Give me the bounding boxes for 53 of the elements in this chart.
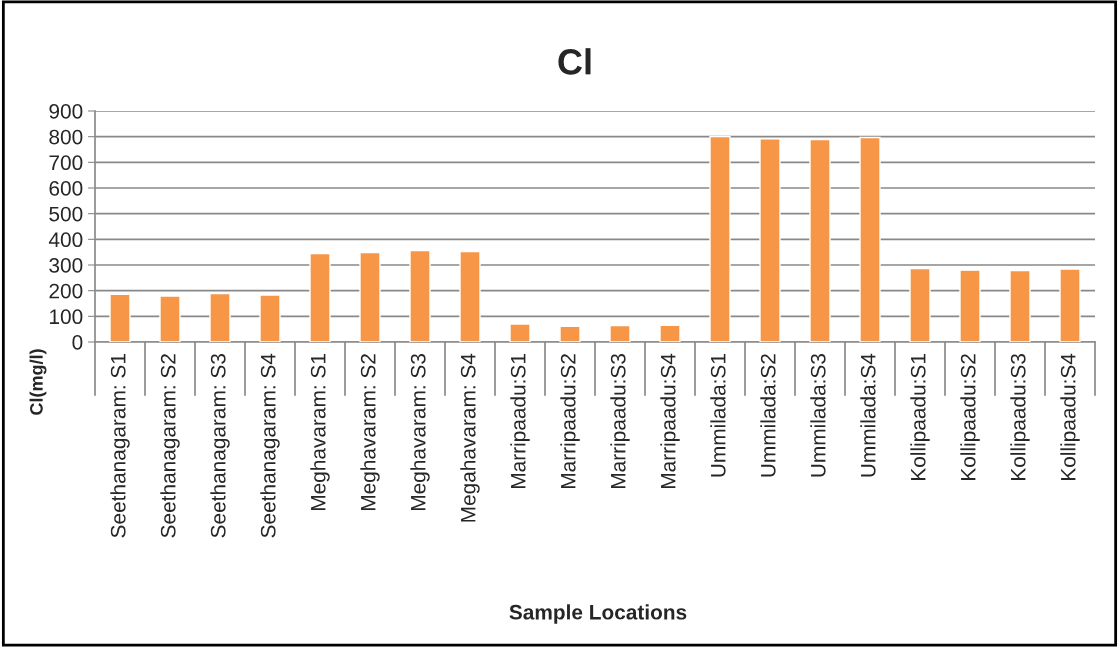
y-tick-label: 700 [49,155,83,171]
x-tick-label: Seethanagaram: S1 [110,354,130,538]
x-tick-label: Kollipaadu:S3 [1010,354,1030,480]
x-tick-label: Meghavaram: S2 [360,354,380,511]
bar [1059,268,1081,342]
bar [159,295,181,342]
x-tick-label: Marripaadu:S1 [510,354,530,489]
x-tick-label: Ummilada:S2 [760,354,776,477]
bar [209,292,231,342]
bar [459,250,481,342]
x-tick-label: Kollipaadu:S4 [1060,353,1080,480]
x-tick-label: Marripaadu:S4 [660,353,680,489]
x-tick-label: Seethanagaram: S3 [210,354,230,538]
y-tick-label: 500 [49,206,83,222]
bar [309,252,331,342]
x-tick-label: Kollipaadu:S2 [960,354,980,480]
x-tick-label: Meghavaram: S1 [310,354,330,511]
x-tick-label: Seethanagaram: S2 [160,354,180,538]
x-tick-label: Megahavaram: S4 [460,353,480,522]
bar [859,136,881,342]
x-tick-label: Kollipaadu:S1 [910,354,930,480]
y-tick-label: 100 [50,309,83,325]
y-tick-label: 800 [49,129,83,145]
x-tick-label: Ummilada:S3 [810,354,826,477]
y-tick-label: 900 [49,104,83,119]
x-tick-label: Meghavaram: S3 [410,354,430,511]
x-axis-title: Sample Locations [509,604,687,624]
bar [559,325,581,342]
bar [759,138,781,342]
y-axis-title: Cl(mg/l) [29,349,47,415]
x-tick-label: Ummilada:S1 [710,354,726,477]
bar [909,267,931,342]
x-tick-label: Marripaadu:S2 [560,354,580,489]
bar [809,138,831,342]
bar [509,323,531,342]
bar [409,249,431,342]
chart-title: Cl [558,48,591,75]
bar [109,293,131,342]
bar [709,135,731,342]
y-tick-label: 600 [49,181,83,196]
bar [659,324,681,342]
bar [959,269,981,342]
y-tick-label: 0 [72,335,83,350]
y-tick-label: 200 [49,283,83,299]
x-tick-label: Seethanagaram: S4 [260,353,280,538]
bar [259,294,281,342]
bar [359,251,381,342]
x-tick-label: Marripaadu:S3 [610,354,630,489]
bar [1009,269,1031,342]
y-tick-label: 300 [49,258,83,273]
y-tick-label: 400 [48,232,83,248]
x-tick-label: Ummilada:S4 [860,353,876,477]
bar [609,324,631,342]
